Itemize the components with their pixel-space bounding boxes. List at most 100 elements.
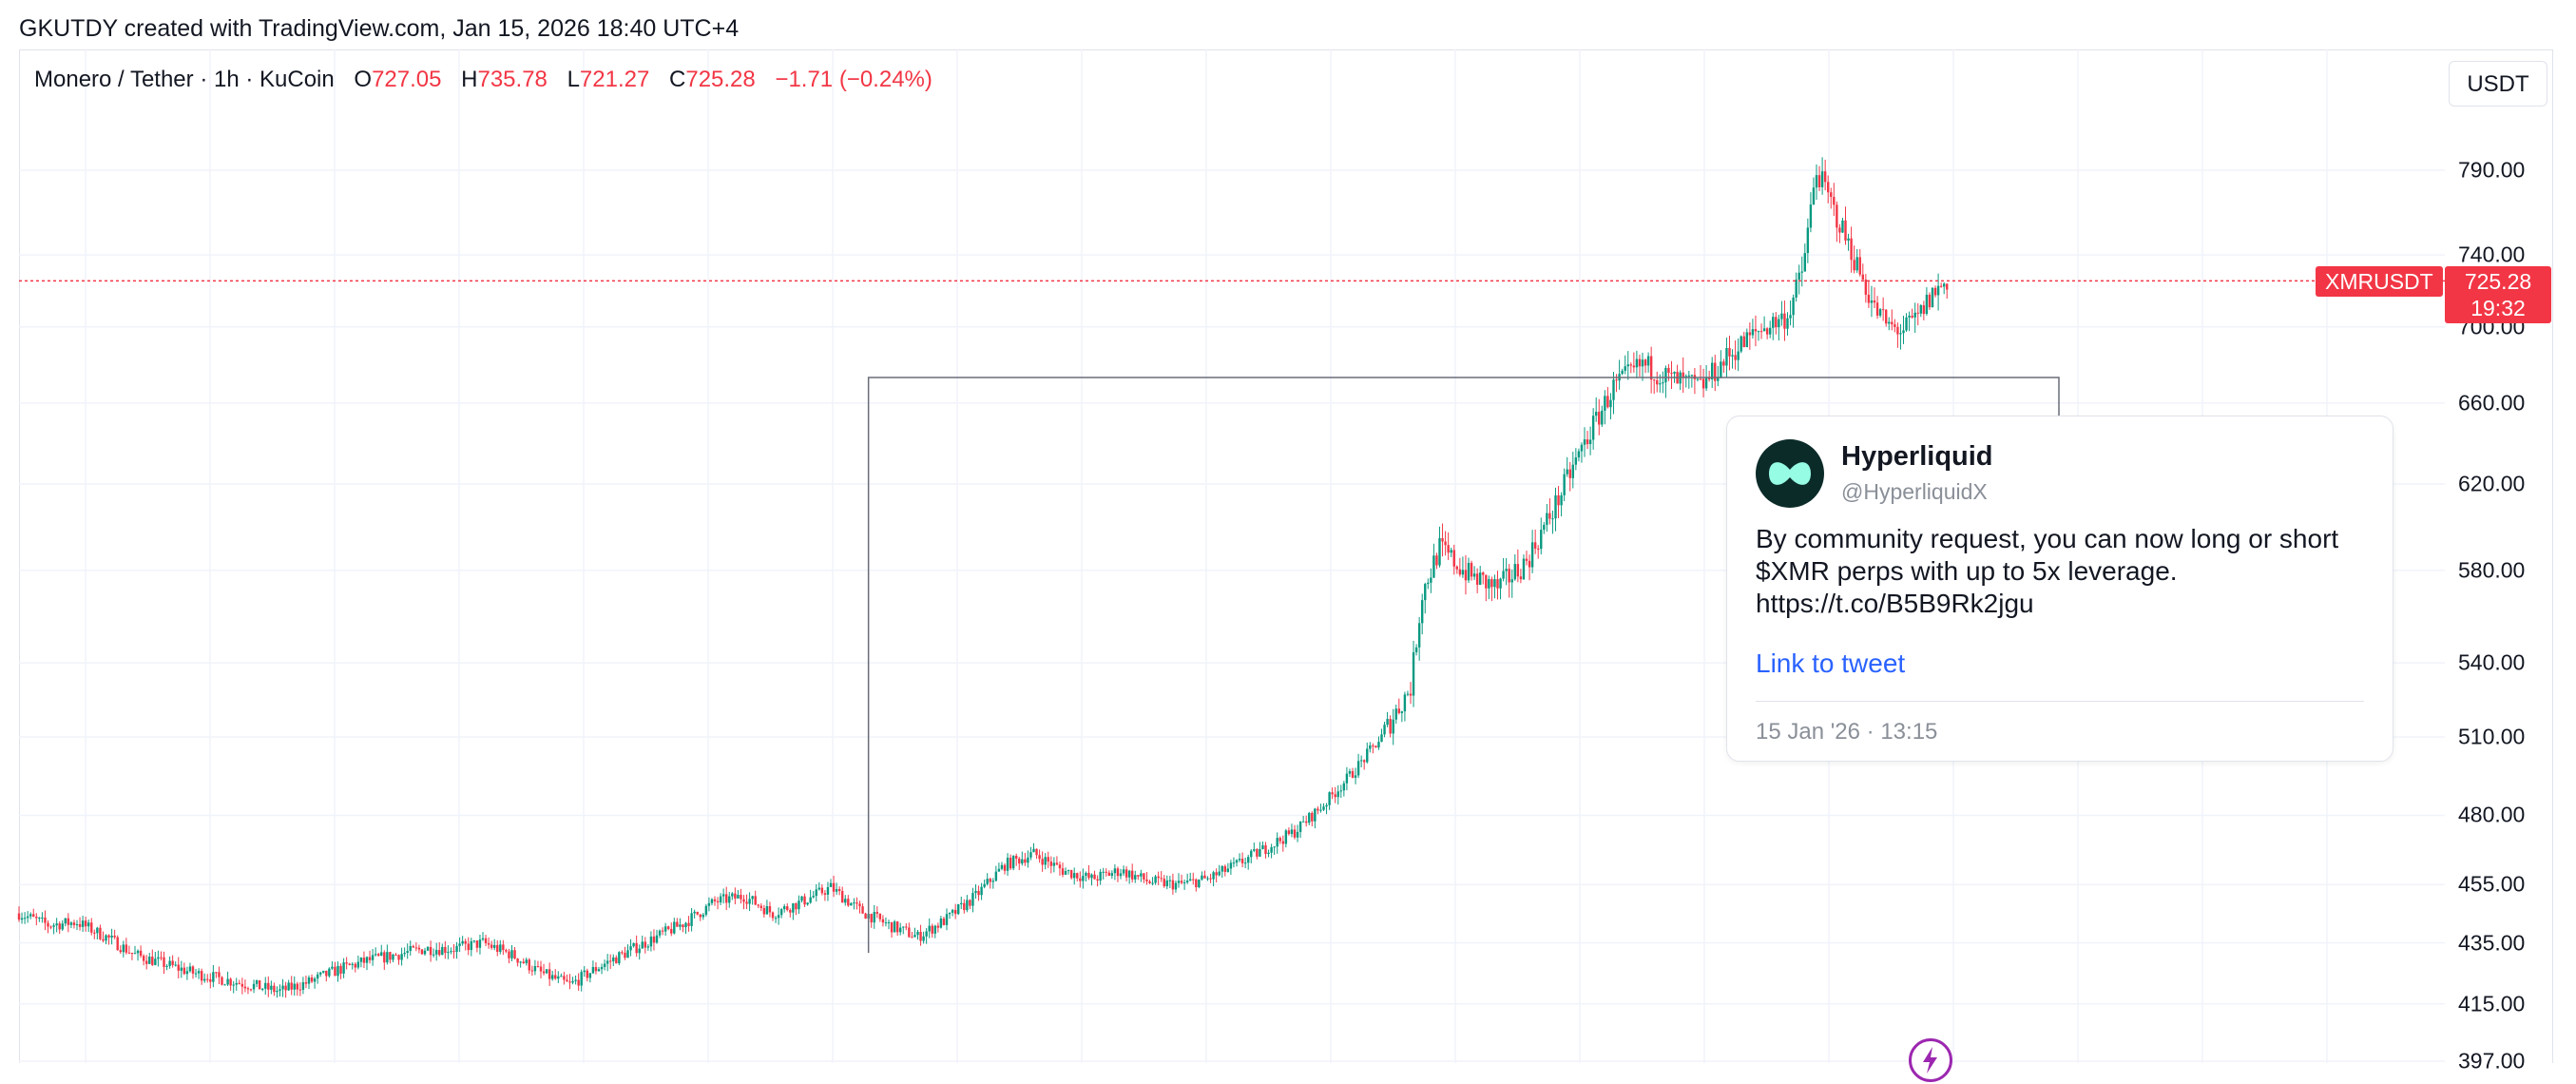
candle [1812,177,1816,205]
candle [1554,487,1557,532]
candle [887,919,891,930]
candle [293,976,296,997]
candle [1540,517,1543,555]
candle [75,919,79,930]
candle [1317,806,1319,815]
candle [1911,308,1913,319]
candle [122,940,125,958]
candle [1131,863,1134,883]
candle [1780,300,1783,326]
link-to-tweet[interactable]: Link to tweet [1756,648,1906,678]
candle [1235,859,1239,867]
candle [1618,359,1621,390]
candle [815,883,817,902]
candle [1557,486,1560,518]
legend-close-label: C [669,67,686,92]
candle [1430,568,1432,593]
candle [971,887,974,913]
price-axis-tick: 790.00 [2458,157,2526,183]
tweet-annotation-card[interactable]: Hyperliquid @HyperliquidX By community r… [1726,416,2393,762]
candle [574,975,577,985]
candle [90,918,93,936]
candle [441,943,444,956]
candle [1107,870,1110,877]
candle [663,922,667,937]
candle [1049,856,1052,874]
candle [1336,784,1339,805]
candle [1041,851,1044,872]
candle [679,918,682,931]
candle [1087,864,1090,881]
candle [1038,849,1041,863]
candle [1591,408,1595,450]
candle [356,955,360,970]
candle [1815,165,1818,201]
price-axis-tick: 480.00 [2458,802,2526,827]
candle [1073,867,1076,885]
candle [1588,426,1592,455]
candle [1571,452,1574,489]
candle [276,986,279,998]
candle [55,918,58,933]
candle [1919,303,1922,318]
candle [789,908,792,918]
candle [728,891,731,908]
candle [1931,286,1934,308]
candle [206,974,209,983]
candle [1496,571,1499,600]
candle [734,887,737,905]
candle [307,975,311,990]
candle [704,903,708,917]
candle [1226,862,1230,873]
candle [1696,377,1700,382]
candle [435,942,438,961]
candle [1148,880,1151,884]
candle [87,919,90,933]
candle [93,929,96,939]
candle [710,898,714,906]
candle [571,977,574,985]
candle [1185,873,1189,884]
currency-button[interactable]: USDT [2449,61,2547,106]
candle [41,912,44,923]
candle [594,961,598,975]
price-axis-tick: 740.00 [2458,242,2526,267]
candle [1891,309,1894,331]
candle [1409,682,1413,705]
candle [1855,249,1858,273]
candle [945,908,949,931]
candle [1734,340,1737,370]
candle [1873,287,1876,308]
candle [875,906,878,919]
candle [577,973,580,991]
candle [414,942,418,952]
candle [1795,272,1797,302]
candle [1105,868,1107,877]
candle [1264,842,1267,859]
candle [1137,875,1140,881]
candle [1256,848,1259,860]
legend-symbol: Monero / Tether · 1h · KuCoin [34,67,335,92]
candle [568,974,571,990]
candle [304,975,308,989]
candle [597,966,601,972]
candle [1201,871,1203,881]
candle [69,920,73,929]
lightning-bolt-icon[interactable] [1909,1038,1952,1082]
candle [1533,529,1537,554]
candle [542,963,546,976]
candle [1508,564,1510,598]
candle [528,958,530,975]
candle [525,957,528,966]
candle [252,979,256,994]
candle [1875,296,1879,319]
candle [136,949,140,961]
candle [188,962,192,973]
candle [1029,846,1032,861]
candle [1417,616,1421,661]
candle [899,922,902,936]
candle [641,935,644,949]
candle [969,899,971,910]
candle [1762,316,1766,332]
